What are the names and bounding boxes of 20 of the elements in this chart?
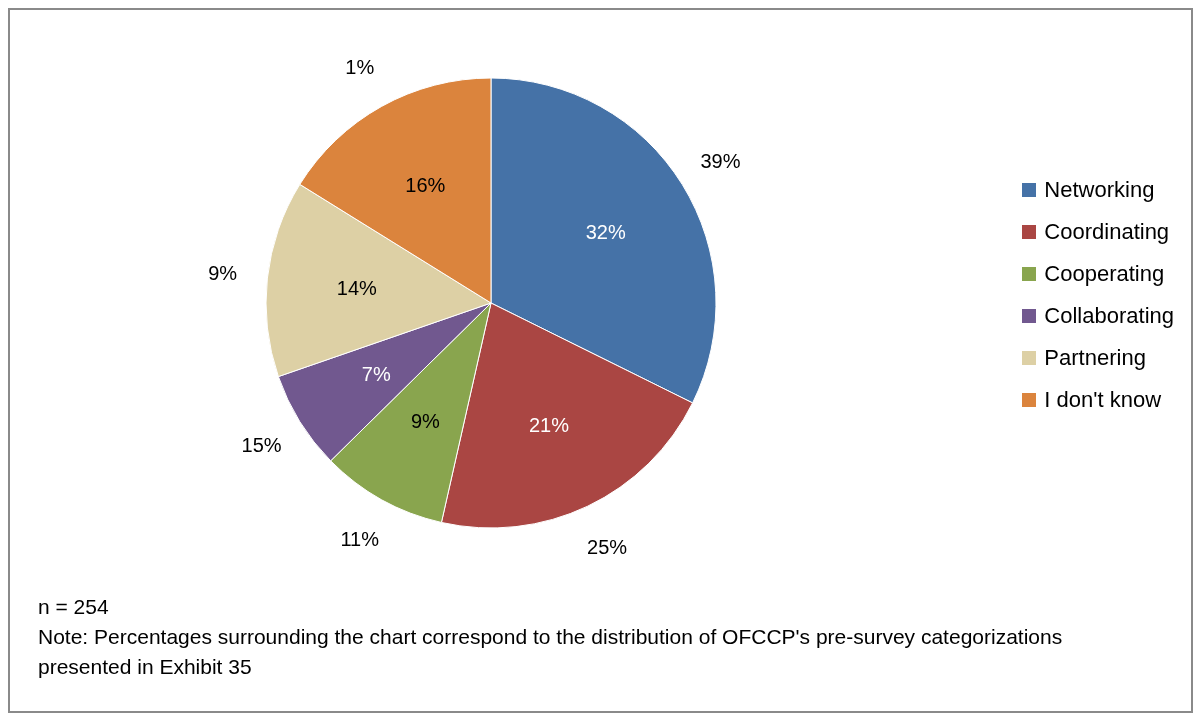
legend-label: Networking bbox=[1044, 177, 1155, 203]
legend-label: I don't know bbox=[1044, 387, 1162, 413]
data-label: 7% bbox=[361, 363, 391, 386]
text: n = 254 bbox=[38, 594, 110, 620]
text: 1% bbox=[345, 56, 375, 79]
legend-label: Collaborating bbox=[1044, 303, 1174, 329]
text: 39% bbox=[700, 149, 741, 172]
legend-label: Partnering bbox=[1044, 345, 1146, 371]
text: 25% bbox=[587, 535, 628, 558]
text: 9% bbox=[208, 262, 238, 285]
data-label: 21% bbox=[529, 413, 570, 436]
text: 15% bbox=[241, 434, 282, 457]
legend-label: Cooperating bbox=[1044, 261, 1165, 287]
legend-label: Coordinating bbox=[1044, 219, 1170, 245]
data-label: 16% bbox=[405, 174, 446, 197]
data-label: 32% bbox=[585, 220, 626, 243]
data-label: 9% bbox=[410, 409, 441, 432]
data-label: 14% bbox=[336, 277, 378, 300]
text: Note: Percentages surrounding the chart correspond to the distribution of OFCCP's pre-survey categorizations presented in Exhibit 35 bbox=[38, 624, 1064, 680]
text: 11% bbox=[340, 527, 379, 550]
